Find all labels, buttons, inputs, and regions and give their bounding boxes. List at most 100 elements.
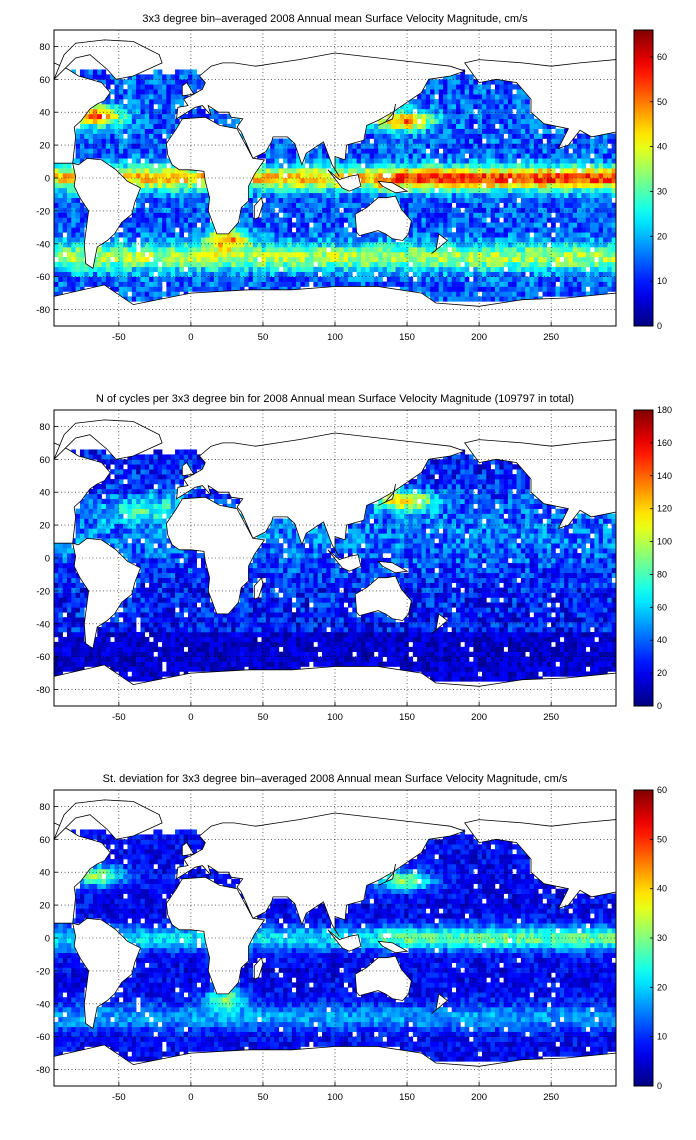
heatmap-cell (494, 128, 500, 134)
heatmap-cell (179, 242, 184, 248)
heatmap-cell (291, 232, 297, 238)
heatmap-cell (114, 488, 120, 495)
heatmap-cell (326, 158, 331, 164)
heatmap-cell (270, 247, 275, 253)
heatmap-cell (469, 182, 474, 189)
heatmap-cell (66, 192, 72, 199)
heatmap-cell (75, 133, 81, 139)
heatmap-cell (296, 173, 301, 179)
heatmap-cell (101, 247, 107, 253)
heatmap-cell (520, 237, 526, 243)
heatmap-cell (590, 143, 595, 149)
heatmap-cell (144, 459, 150, 465)
heatmap-cell (417, 173, 422, 179)
heatmap-cell (157, 572, 163, 579)
heatmap-cell (425, 237, 431, 243)
heatmap-cell (369, 133, 375, 139)
heatmap-cell (304, 247, 310, 253)
heatmap-cell (594, 187, 599, 194)
heatmap-cell (200, 217, 206, 223)
heatmap-cell (447, 79, 453, 85)
heatmap-cell (101, 143, 107, 149)
heatmap-cell (529, 286, 535, 292)
heatmap-cell (153, 237, 159, 243)
heatmap-cell (54, 597, 59, 603)
heatmap-cell (110, 459, 115, 465)
heatmap-cell (114, 513, 120, 519)
heatmap-cell (590, 192, 595, 199)
heatmap-cell (252, 182, 258, 189)
heatmap-cell (175, 242, 180, 248)
heatmap-cell (257, 271, 262, 277)
heatmap-cell (274, 173, 280, 179)
heatmap-cell (412, 182, 418, 189)
heatmap-cell (555, 202, 561, 208)
heatmap-cell (590, 212, 595, 218)
heatmap-cell (157, 113, 163, 120)
heatmap-cell (568, 237, 574, 243)
heatmap-cell (88, 651, 94, 657)
heatmap-cell (136, 212, 141, 218)
coastline (464, 59, 617, 150)
heatmap-cell (144, 548, 150, 554)
heatmap-cell (533, 163, 539, 169)
heatmap-cell (71, 158, 76, 164)
heatmap-cell (166, 94, 172, 100)
heatmap-cell (157, 227, 163, 233)
heatmap-cell (378, 168, 383, 174)
heatmap-cell (486, 138, 491, 144)
heatmap-cell (486, 192, 491, 199)
heatmap-cell (477, 128, 483, 134)
heatmap-cell (54, 247, 59, 253)
heatmap-cell (507, 148, 513, 154)
heatmap-cell (166, 222, 172, 228)
heatmap-cell (525, 207, 530, 213)
heatmap-cell (494, 286, 500, 292)
heatmap-cell (79, 523, 85, 529)
heatmap-cell (188, 237, 193, 243)
heatmap-cell (551, 158, 556, 164)
heatmap-cell (456, 281, 461, 287)
heatmap-cell (577, 207, 582, 213)
heatmap-cell (451, 94, 457, 100)
heatmap-cell (309, 207, 314, 213)
heatmap-cell (417, 187, 422, 194)
heatmap-cell (188, 256, 193, 263)
heatmap-cell (313, 168, 318, 174)
heatmap-cell (464, 207, 470, 213)
heatmap-cell (58, 553, 63, 559)
heatmap-cell (131, 222, 137, 228)
heatmap-cell (598, 266, 604, 273)
heatmap-cell (79, 266, 85, 273)
heatmap-cell (131, 592, 137, 598)
heatmap-cell (149, 533, 154, 539)
heatmap-cell (603, 182, 608, 189)
heatmap-cell (144, 636, 150, 643)
heatmap-cell (373, 242, 379, 248)
heatmap-cell (469, 286, 474, 292)
heatmap-cell (322, 173, 327, 179)
heatmap-cell (581, 173, 587, 179)
heatmap-cell (114, 113, 120, 120)
heatmap-cell (105, 153, 111, 159)
heatmap-cell (404, 242, 409, 248)
figure-cycle-count: N of cycles per 3x3 degree bin for 2008 … (0, 380, 696, 760)
heatmap-cell (533, 291, 539, 297)
heatmap-cell (546, 232, 552, 238)
heatmap-cell (131, 276, 137, 282)
heatmap-cell (300, 182, 306, 189)
heatmap-cell (473, 276, 478, 282)
heatmap-cell (443, 118, 448, 125)
heatmap-cell (408, 158, 414, 164)
heatmap-cell (71, 612, 76, 618)
heatmap-cell (529, 173, 535, 179)
heatmap-cell (603, 242, 608, 248)
heatmap-cell (71, 617, 76, 623)
heatmap-cell (451, 138, 457, 144)
heatmap-cell (546, 252, 552, 258)
heatmap-cell (317, 178, 323, 184)
heatmap-cell (252, 256, 258, 263)
heatmap-cell (157, 577, 163, 583)
heatmap-cell (378, 256, 383, 263)
heatmap-cell (175, 173, 180, 179)
